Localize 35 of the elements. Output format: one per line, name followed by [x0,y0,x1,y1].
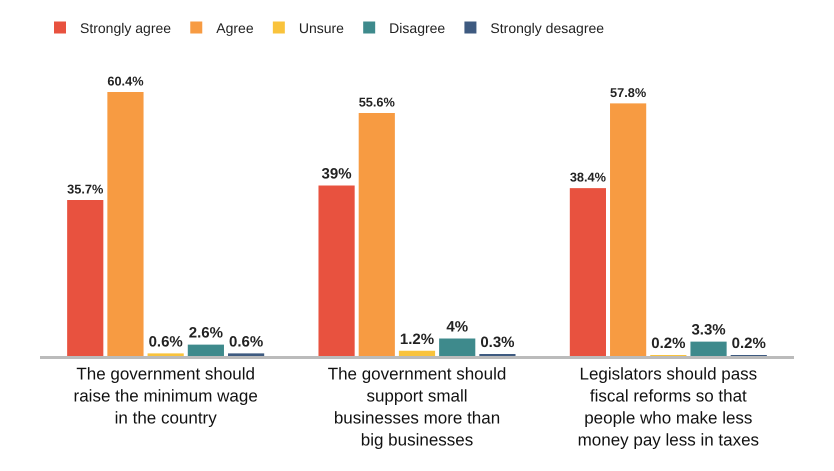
data-label: 3.3% [691,322,726,339]
bar [690,342,727,356]
data-label: 4% [446,318,468,336]
legend-label: Disagree [389,20,446,36]
bar [570,188,606,356]
bar [148,353,184,356]
bar [398,350,436,356]
legend-label: Unsure [298,20,344,36]
bar [610,103,646,356]
legend-label: Strongly desagree [490,20,604,36]
bar [188,344,224,356]
x-tick-label: The government should support small businesses more than big businesses [328,364,506,450]
data-label: 0.6% [148,333,183,350]
data-label: 0.6% [228,333,264,350]
data-label: 38.4% [570,170,606,185]
bar [107,92,144,356]
x-tick-label: The government should raise the minimum wage in the country [74,364,258,428]
data-label: 0.2% [651,335,686,352]
data-label: 39% [322,166,352,183]
bar [228,353,264,356]
data-label: 0.2% [732,335,766,352]
data-label: 57.8% [610,84,646,100]
data-label: 55.6% [358,94,395,110]
data-label: 1.2% [400,330,434,348]
data-label: 2.6% [188,324,223,342]
x-tick-label: Legislators should pass fiscal reforms so that people who make less money pay less in taxes [578,364,760,450]
data-label: 60.4% [107,74,144,89]
bar [318,186,355,356]
bar [67,200,104,356]
bar [439,338,476,356]
legend-label: Agree [216,20,254,36]
data-label: 0.3% [480,334,515,351]
legend-label: Strongly agree [80,20,172,36]
bar [358,112,395,356]
data-label: 35.7% [67,182,104,197]
